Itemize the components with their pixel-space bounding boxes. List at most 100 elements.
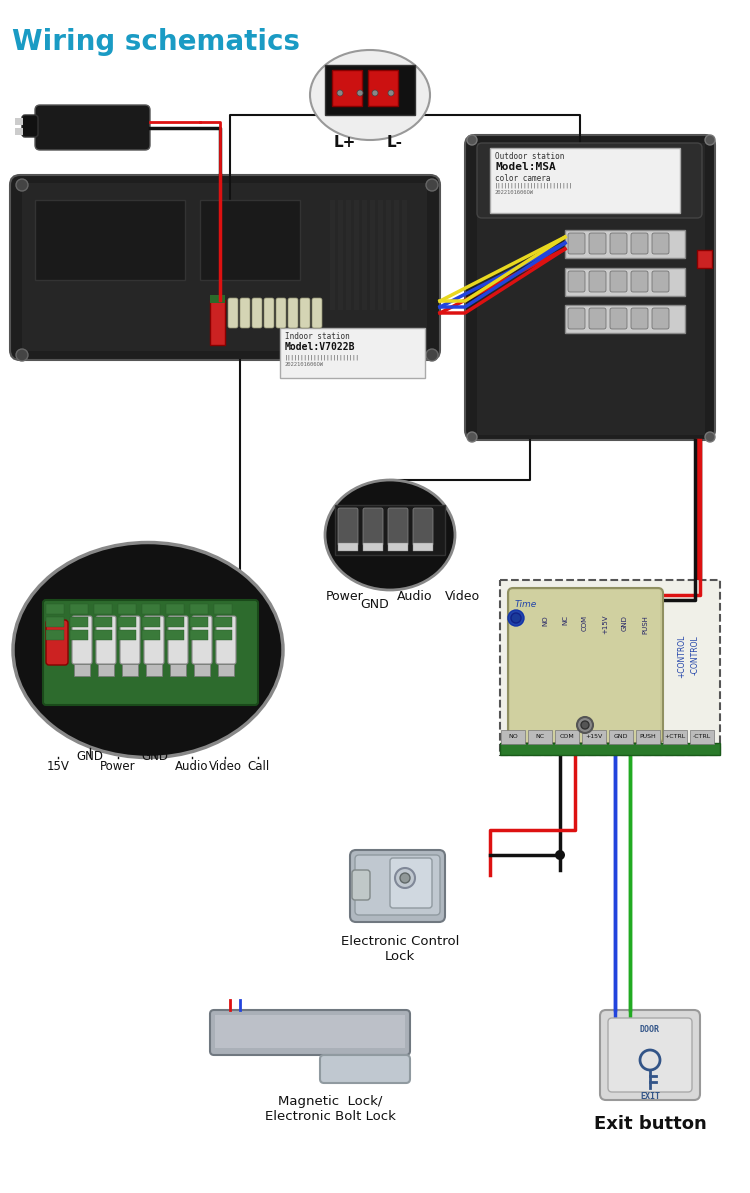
Text: 2022101606OW: 2022101606OW <box>495 190 534 194</box>
Text: -CONTROL: -CONTROL <box>691 635 700 675</box>
Bar <box>190 630 208 639</box>
Bar <box>697 251 712 268</box>
Bar <box>170 665 186 676</box>
FancyBboxPatch shape <box>568 308 585 329</box>
Bar <box>190 604 208 614</box>
Bar <box>338 543 358 551</box>
Bar <box>194 665 210 676</box>
Text: +CONTROL: +CONTROL <box>677 635 686 679</box>
Text: Audio: Audio <box>176 760 208 773</box>
Circle shape <box>388 89 394 95</box>
FancyBboxPatch shape <box>338 508 358 546</box>
Text: PUSH: PUSH <box>640 735 656 740</box>
FancyBboxPatch shape <box>589 308 606 329</box>
Text: NO: NO <box>542 616 548 625</box>
Bar <box>565 305 685 333</box>
Bar <box>46 604 64 614</box>
FancyBboxPatch shape <box>352 870 370 900</box>
Bar <box>346 200 351 310</box>
Circle shape <box>705 135 715 146</box>
FancyBboxPatch shape <box>43 600 258 705</box>
FancyBboxPatch shape <box>300 298 310 328</box>
Bar <box>118 604 136 614</box>
Bar <box>190 617 208 628</box>
Bar <box>386 200 391 310</box>
Bar <box>565 268 685 296</box>
Bar <box>210 295 225 303</box>
Text: GND: GND <box>361 598 389 611</box>
Bar <box>94 604 112 614</box>
Bar <box>609 730 633 744</box>
Bar <box>210 299 225 345</box>
Circle shape <box>337 89 343 95</box>
Bar <box>142 617 160 628</box>
Bar <box>122 665 138 676</box>
Text: +CTRL: +CTRL <box>664 735 686 740</box>
Bar <box>500 580 720 755</box>
FancyBboxPatch shape <box>276 298 286 328</box>
FancyBboxPatch shape <box>72 616 92 665</box>
Circle shape <box>562 152 618 208</box>
Bar <box>146 665 162 676</box>
Bar <box>362 200 367 310</box>
Bar <box>22 183 427 351</box>
Bar <box>118 617 136 628</box>
FancyBboxPatch shape <box>600 1010 700 1100</box>
FancyBboxPatch shape <box>240 298 250 328</box>
Bar <box>663 730 687 744</box>
Text: GND: GND <box>142 750 169 764</box>
Text: GND: GND <box>622 616 628 631</box>
Text: Magnetic  Lock/
Electronic Bolt Lock: Magnetic Lock/ Electronic Bolt Lock <box>265 1095 395 1123</box>
Text: Model:V7022B: Model:V7022B <box>285 342 356 352</box>
Bar <box>94 630 112 639</box>
FancyBboxPatch shape <box>652 233 669 254</box>
Bar <box>636 730 660 744</box>
Bar <box>70 630 88 639</box>
FancyBboxPatch shape <box>46 620 68 665</box>
Bar <box>335 505 445 555</box>
Text: NC: NC <box>562 616 568 625</box>
Circle shape <box>511 613 521 623</box>
Text: NO: NO <box>509 735 518 740</box>
Text: COM: COM <box>582 616 588 631</box>
FancyBboxPatch shape <box>390 858 432 908</box>
Bar <box>215 1015 405 1047</box>
Text: Indoor station: Indoor station <box>285 332 350 341</box>
Bar <box>214 617 232 628</box>
Text: -CTRL: -CTRL <box>693 735 711 740</box>
Bar <box>582 730 606 744</box>
FancyBboxPatch shape <box>589 271 606 292</box>
Bar <box>46 617 64 628</box>
Text: EXIT: EXIT <box>640 1092 660 1101</box>
Bar <box>200 200 300 280</box>
Circle shape <box>508 610 524 626</box>
FancyBboxPatch shape <box>288 298 298 328</box>
Text: Power: Power <box>100 760 136 773</box>
FancyBboxPatch shape <box>350 849 445 922</box>
FancyBboxPatch shape <box>252 298 262 328</box>
FancyBboxPatch shape <box>631 233 648 254</box>
Circle shape <box>467 432 477 441</box>
Text: 15V: 15V <box>46 760 70 773</box>
Text: Video: Video <box>209 760 242 773</box>
Text: +15V: +15V <box>602 616 608 635</box>
Bar <box>15 118 23 125</box>
Bar <box>370 200 375 310</box>
Bar <box>166 604 184 614</box>
Bar <box>332 70 362 106</box>
FancyBboxPatch shape <box>120 616 140 665</box>
Bar <box>354 200 359 310</box>
Text: color camera: color camera <box>495 174 550 183</box>
Circle shape <box>705 432 715 441</box>
Circle shape <box>426 350 438 361</box>
FancyBboxPatch shape <box>96 616 116 665</box>
Bar <box>35 200 185 280</box>
Bar <box>363 543 383 551</box>
Ellipse shape <box>13 543 283 758</box>
Text: L-: L- <box>387 135 403 150</box>
FancyBboxPatch shape <box>477 143 702 218</box>
Circle shape <box>426 179 438 191</box>
FancyBboxPatch shape <box>608 1018 692 1092</box>
Bar <box>74 665 90 676</box>
Bar <box>368 70 398 106</box>
